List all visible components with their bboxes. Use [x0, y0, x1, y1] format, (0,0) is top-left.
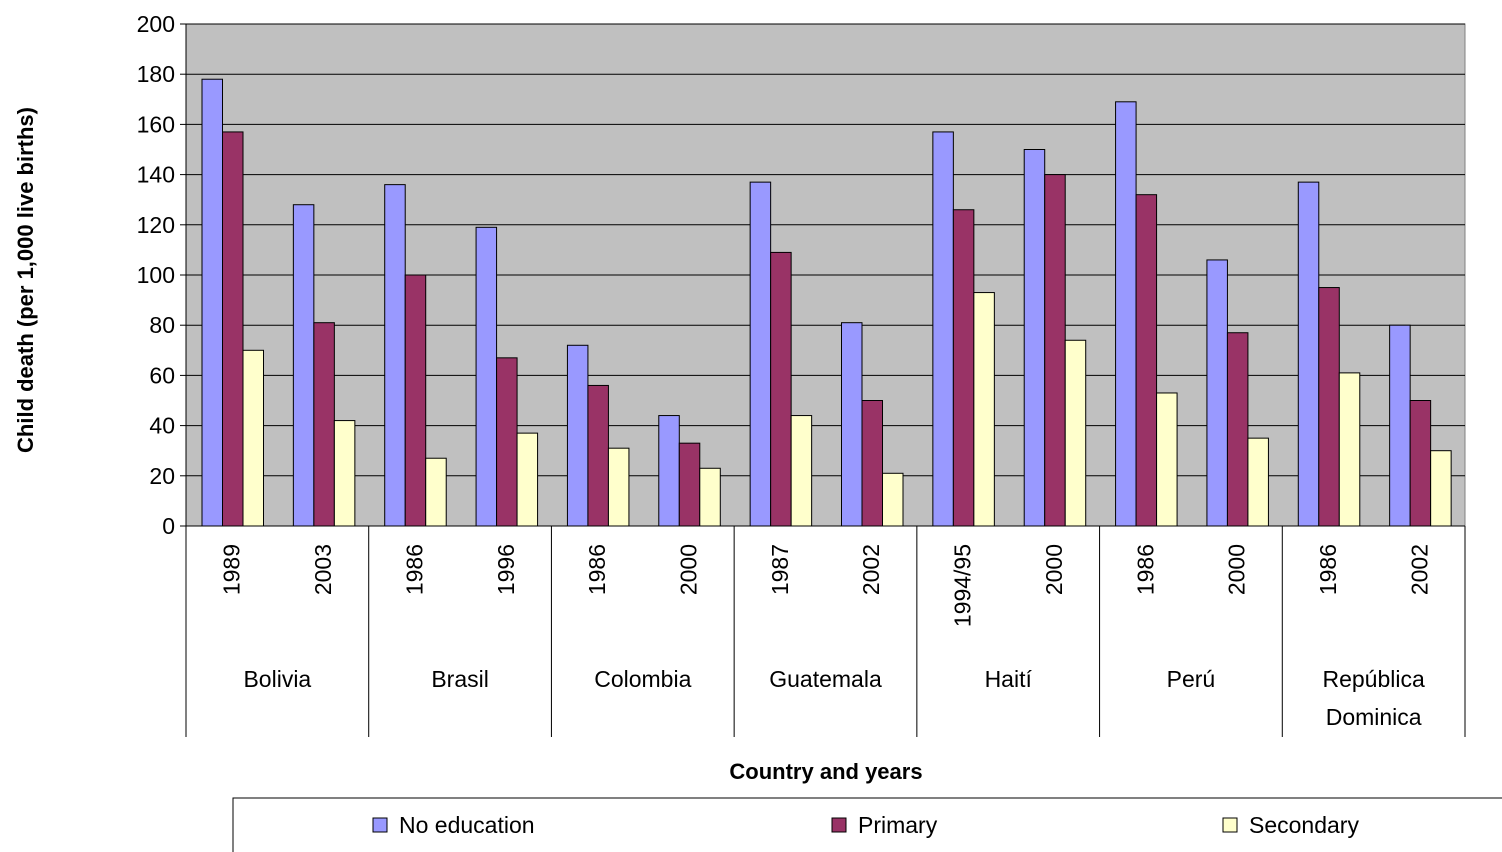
x-tick-label: 1989: [219, 544, 245, 595]
x-tick-label: 2000: [675, 544, 701, 595]
bar-secondary: [1430, 450, 1452, 527]
x-tick-label: 1986: [401, 544, 427, 595]
bar-secondary: [425, 457, 447, 527]
legend-frame: [232, 797, 1502, 852]
y-tick-label: 60: [149, 362, 175, 388]
country-label: Dominica: [1326, 704, 1422, 730]
bar-secondary: [607, 447, 630, 527]
bar-no-education: [1389, 324, 1411, 527]
x-tick-label: 1994/95: [950, 544, 976, 627]
bar-primary: [404, 274, 427, 527]
bar-no-education: [384, 184, 406, 527]
y-tick-label: 20: [149, 463, 175, 489]
y-tick-label: 80: [149, 312, 175, 338]
bar-primary: [952, 209, 975, 527]
bar-no-education: [566, 344, 589, 527]
x-tick-label: 1987: [767, 544, 793, 595]
y-tick-label: 160: [137, 111, 175, 137]
bar-primary: [861, 400, 883, 527]
bar-secondary: [242, 349, 264, 527]
x-tick-label: 2002: [858, 544, 884, 595]
bar-primary: [1318, 287, 1340, 527]
country-label: República: [1322, 666, 1424, 692]
x-tick-label: 1986: [1132, 544, 1158, 595]
bar-primary: [770, 251, 792, 527]
bar-primary: [1135, 194, 1158, 527]
bar-primary: [496, 357, 518, 527]
bar-primary: [313, 322, 335, 527]
bar-no-education: [658, 415, 680, 527]
y-tick-label: 140: [137, 162, 175, 188]
x-tick-label: 2000: [1224, 544, 1250, 595]
y-tick-label: 0: [162, 513, 175, 539]
bars: [201, 78, 1452, 527]
bar-no-education: [292, 204, 315, 527]
x-axis: 1989 2003 1986 1996 1986 2000 1987 2002 1994/95 2…: [185, 525, 1466, 737]
bar-no-education: [1206, 259, 1228, 527]
country-label: Colombia: [594, 666, 691, 692]
bar-no-education: [1297, 181, 1320, 527]
bar-no-education: [932, 131, 954, 527]
y-axis-ticks: 0 20 40 60 80 100 120 140 160 180 200: [137, 11, 187, 539]
bar-no-education: [749, 181, 772, 527]
bar-no-education: [841, 322, 863, 527]
legend-label-secondary: Secondary: [1249, 812, 1359, 838]
y-tick-label: 40: [149, 413, 175, 439]
bar-primary: [1226, 332, 1249, 527]
bar-no-education: [475, 226, 498, 527]
bar-secondary: [1156, 392, 1178, 527]
bar-primary: [1409, 400, 1432, 527]
bar-secondary: [516, 432, 539, 527]
bar-no-education: [1115, 101, 1137, 527]
bar-primary: [678, 442, 701, 527]
bar-secondary: [1338, 372, 1361, 527]
bar-secondary: [1247, 437, 1269, 527]
legend-swatch-secondary: [1222, 817, 1238, 833]
x-tick-label: 2000: [1041, 544, 1067, 595]
country-label: Perú: [1167, 666, 1216, 692]
x-tick-label: 1986: [1315, 544, 1341, 595]
bar-secondary: [699, 467, 721, 527]
legend-swatch-no-education: [372, 817, 388, 833]
bar-primary: [222, 131, 244, 527]
x-tick-label: 1996: [493, 544, 519, 595]
x-tick-label: 1986: [584, 544, 610, 595]
bar-secondary: [882, 472, 904, 527]
bar-no-education: [1023, 149, 1046, 527]
bar-secondary: [333, 420, 356, 527]
legend-label-primary: Primary: [858, 812, 938, 838]
legend: No education Primary Secondary: [232, 797, 1502, 852]
bar-secondary: [790, 415, 813, 527]
bar-no-education: [201, 78, 223, 527]
country-label: Brasil: [431, 666, 489, 692]
y-tick-label: 100: [137, 262, 175, 288]
y-tick-label: 180: [137, 61, 175, 87]
y-tick-label: 120: [137, 212, 175, 238]
y-axis-title: Child death (per 1,000 live births): [13, 107, 38, 453]
bar-primary: [587, 384, 609, 527]
bar-primary: [1044, 174, 1066, 527]
x-axis-title: Country and years: [729, 759, 922, 784]
y-tick-label: 200: [137, 11, 175, 37]
country-label: Haití: [985, 666, 1033, 692]
bar-secondary: [973, 292, 995, 527]
legend-label-no-education: No education: [399, 812, 535, 838]
country-label: Guatemala: [769, 666, 882, 692]
x-tick-label: 2003: [310, 544, 336, 595]
country-label: Bolivia: [243, 666, 311, 692]
bar-secondary: [1064, 339, 1087, 527]
legend-swatch-primary: [831, 817, 847, 833]
x-tick-label: 2002: [1406, 544, 1432, 595]
